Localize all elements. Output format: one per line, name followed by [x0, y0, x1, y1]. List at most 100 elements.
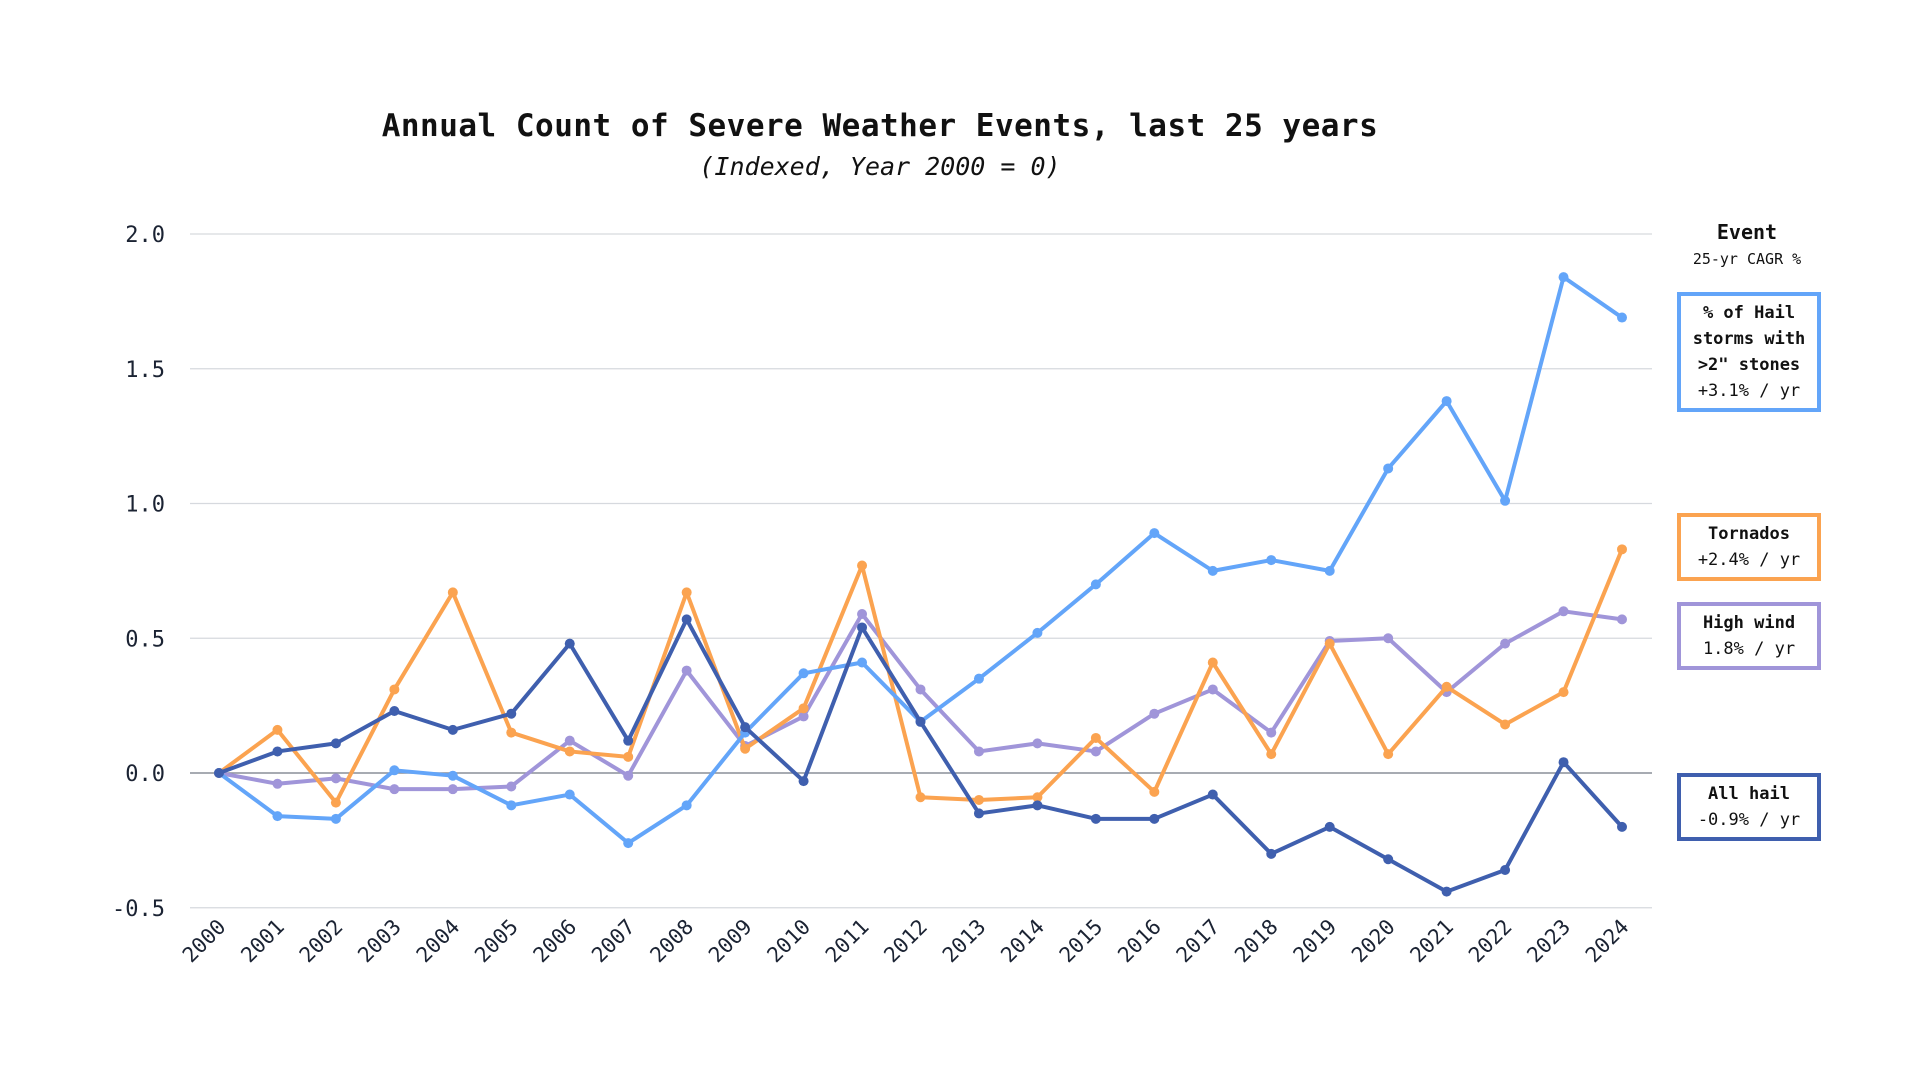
data-point: [681, 665, 692, 676]
x-tick-label: 2013: [938, 915, 991, 968]
y-tick-label: 0.5: [125, 627, 165, 652]
x-tick-label: 2023: [1522, 915, 1575, 968]
x-tick-label: 2003: [353, 915, 406, 968]
data-point: [272, 746, 283, 757]
data-point: [740, 722, 751, 733]
data-point: [1090, 579, 1101, 590]
legend-label: Tornados: [1708, 524, 1790, 544]
x-tick-label: 2020: [1347, 915, 1400, 968]
data-point: [389, 765, 400, 776]
data-point: [389, 706, 400, 717]
data-point: [623, 770, 634, 781]
data-point: [330, 797, 341, 808]
x-tick-label: 2021: [1405, 915, 1458, 968]
x-tick-label: 2017: [1172, 915, 1225, 968]
data-point: [564, 746, 575, 757]
legend-rate: +2.4% / yr: [1697, 550, 1801, 570]
data-point: [447, 587, 458, 598]
y-tick-label: 0.0: [125, 762, 165, 787]
y-tick-label: 2.0: [125, 223, 165, 248]
data-point: [1558, 757, 1569, 768]
data-point: [915, 684, 926, 695]
legend-subtitle: 25-yr CAGR %: [1692, 250, 1802, 268]
data-point: [623, 735, 634, 746]
data-point: [1500, 719, 1511, 730]
data-point: [1149, 813, 1160, 824]
x-tick-label: 2006: [529, 915, 582, 968]
data-point: [506, 781, 517, 792]
x-tick-label: 2014: [996, 915, 1049, 968]
data-point: [506, 800, 517, 811]
data-point: [1032, 800, 1043, 811]
data-point: [1266, 848, 1277, 859]
data-point: [798, 668, 809, 679]
legend-rate: 1.8% / yr: [1702, 639, 1796, 659]
data-point: [389, 684, 400, 695]
data-point: [506, 708, 517, 719]
series-line-0: [217, 275, 1624, 846]
data-point: [1500, 865, 1511, 876]
x-tick-label: 2001: [236, 915, 289, 968]
x-tick-label: 2010: [762, 915, 815, 968]
data-point: [1266, 555, 1277, 566]
data-point: [447, 784, 458, 795]
data-point: [1266, 749, 1277, 760]
data-point: [857, 657, 868, 668]
data-point: [1324, 638, 1335, 649]
data-point: [1032, 627, 1043, 638]
x-tick-label: 2019: [1289, 915, 1342, 968]
x-tick-label: 2009: [704, 915, 757, 968]
chart-subtitle: (Indexed, Year 2000 = 0): [699, 152, 1061, 181]
data-point: [1441, 681, 1452, 692]
data-point: [1383, 463, 1394, 474]
y-tick-label: 1.0: [125, 493, 165, 518]
data-point: [857, 608, 868, 619]
legend-label: % of Hail storms with >2" stones: [1692, 303, 1806, 375]
data-point: [1090, 813, 1101, 824]
data-point: [1500, 495, 1511, 506]
data-point: [272, 724, 283, 735]
data-point: [1207, 565, 1218, 576]
data-point: [272, 778, 283, 789]
data-point: [1090, 746, 1101, 757]
data-point: [1558, 272, 1569, 283]
data-point: [1207, 657, 1218, 668]
data-point: [1149, 528, 1160, 539]
x-tick-label: 2002: [295, 915, 348, 968]
data-point: [681, 587, 692, 598]
data-point: [1617, 312, 1627, 323]
x-tick-label: 2012: [879, 915, 932, 968]
data-point: [564, 789, 575, 800]
data-point: [1500, 638, 1511, 649]
x-tick-label: 2015: [1055, 915, 1108, 968]
x-tick-label: 2004: [412, 915, 465, 968]
data-point: [1266, 727, 1277, 738]
data-point: [740, 743, 751, 754]
legend-item-all-hail: All hail -0.9% / yr: [1677, 773, 1821, 841]
data-point: [564, 735, 575, 746]
x-tick-label: 2008: [645, 915, 698, 968]
data-point: [564, 638, 575, 649]
data-point: [330, 773, 341, 784]
legend-item-high-wind: High wind 1.8% / yr: [1677, 602, 1821, 670]
x-tick-label: 2005: [470, 915, 523, 968]
data-point: [1558, 606, 1569, 617]
chart-title: Annual Count of Severe Weather Events, l…: [381, 108, 1379, 144]
data-point: [973, 673, 984, 684]
data-point: [857, 622, 868, 633]
data-point: [1149, 786, 1160, 797]
legend-rate: +3.1% / yr: [1697, 381, 1801, 401]
y-tick-label: -0.5: [112, 897, 165, 922]
x-tick-label: 2022: [1464, 915, 1517, 968]
data-point: [330, 738, 341, 749]
x-tick-label: 2000: [178, 915, 231, 968]
data-point: [1617, 544, 1627, 555]
data-point: [857, 560, 868, 571]
data-point: [973, 746, 984, 757]
data-point: [1617, 821, 1627, 832]
data-point: [1207, 789, 1218, 800]
data-point: [1324, 565, 1335, 576]
data-point: [330, 813, 341, 824]
x-tick-label: 2024: [1581, 915, 1634, 968]
